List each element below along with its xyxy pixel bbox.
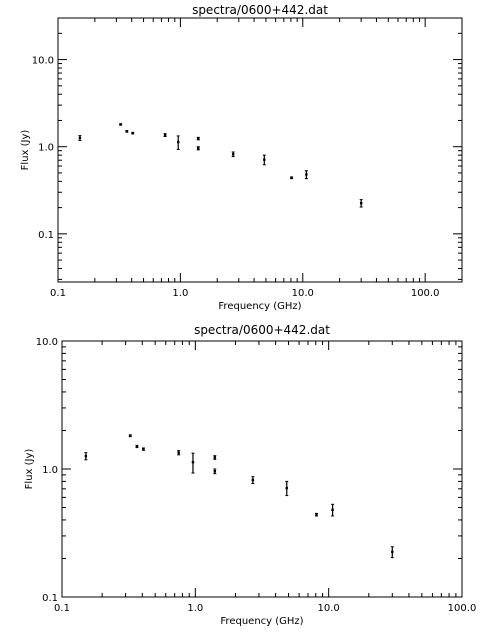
point-marker xyxy=(142,447,145,451)
x-tick-label: 0.1 xyxy=(54,603,70,614)
chart-title: spectra/0600+442.dat xyxy=(194,323,330,337)
data-point xyxy=(163,133,167,137)
x-tick-label: 10.0 xyxy=(292,288,314,299)
point-marker xyxy=(197,137,200,140)
point-marker xyxy=(231,153,235,156)
point-marker xyxy=(251,478,255,482)
point-marker xyxy=(213,470,217,473)
data-point xyxy=(304,170,308,180)
x-axis-label: Frequency (GHz) xyxy=(218,301,301,312)
point-marker xyxy=(119,123,122,126)
point-marker xyxy=(290,176,293,179)
x-tick-label: 1.0 xyxy=(172,288,188,299)
point-marker xyxy=(285,486,288,490)
point-marker xyxy=(163,133,167,137)
y-tick-label: 0.1 xyxy=(42,593,58,604)
point-marker xyxy=(305,173,308,176)
point-marker xyxy=(213,456,217,459)
data-point xyxy=(125,130,129,133)
chart-panel-1: spectra/0600+442.dat 0.1 1.0 10.0 100.0 0.1 1.… xyxy=(20,3,463,312)
data-point xyxy=(231,151,235,158)
data-point xyxy=(177,450,181,456)
data-point xyxy=(390,546,394,559)
y-tick-label: 1.0 xyxy=(42,465,58,476)
point-marker xyxy=(331,508,334,512)
data-point xyxy=(213,455,217,460)
point-marker xyxy=(197,147,200,150)
data-point xyxy=(359,199,363,208)
x-tick-label: 100.0 xyxy=(411,288,440,299)
x-tick-label: 100.0 xyxy=(448,603,477,614)
data-point xyxy=(135,444,139,449)
y-axis-label: Flux (Jy) xyxy=(20,130,31,171)
chart-title: spectra/0600+442.dat xyxy=(192,3,328,17)
data-point xyxy=(285,480,289,497)
point-marker xyxy=(177,451,180,454)
chart-panel-2: spectra/0600+442.dat 0.1 1.0 10.0 100.0 0.1 1.… xyxy=(24,323,476,627)
y-tick-label: 0.1 xyxy=(38,230,54,241)
data-point xyxy=(251,476,255,485)
plot-frame xyxy=(57,17,463,283)
point-marker xyxy=(78,136,82,140)
point-marker xyxy=(315,513,318,516)
point-marker xyxy=(131,131,134,135)
data-point xyxy=(314,512,318,517)
x-tick-label: 1.0 xyxy=(187,603,203,614)
data-point xyxy=(119,123,123,126)
data-point xyxy=(84,452,88,461)
data-point xyxy=(191,452,195,474)
point-marker xyxy=(359,201,363,205)
x-tick-label: 0.1 xyxy=(50,288,66,299)
data-point xyxy=(196,136,200,141)
point-marker xyxy=(129,434,132,437)
point-marker xyxy=(125,130,129,133)
point-marker xyxy=(391,550,394,554)
data-point xyxy=(141,447,145,451)
data-point xyxy=(176,135,180,150)
data-point xyxy=(78,135,82,141)
data-point xyxy=(290,176,294,180)
point-marker xyxy=(191,461,195,464)
data-point xyxy=(213,468,217,475)
data-point xyxy=(196,146,200,151)
data-point xyxy=(131,131,135,135)
point-marker xyxy=(135,445,139,448)
data-point xyxy=(331,503,335,517)
y-axis-label: Flux (Jy) xyxy=(24,449,35,490)
data-point xyxy=(262,154,266,166)
x-axis-label: Frequency (GHz) xyxy=(220,616,303,627)
data-point xyxy=(128,434,132,438)
point-marker xyxy=(263,158,266,161)
x-tick-label: 10.0 xyxy=(318,603,340,614)
point-marker xyxy=(177,140,180,144)
y-tick-label: 10.0 xyxy=(36,337,58,348)
point-marker xyxy=(84,454,88,458)
y-tick-label: 1.0 xyxy=(38,143,54,154)
y-tick-label: 10.0 xyxy=(32,56,54,67)
